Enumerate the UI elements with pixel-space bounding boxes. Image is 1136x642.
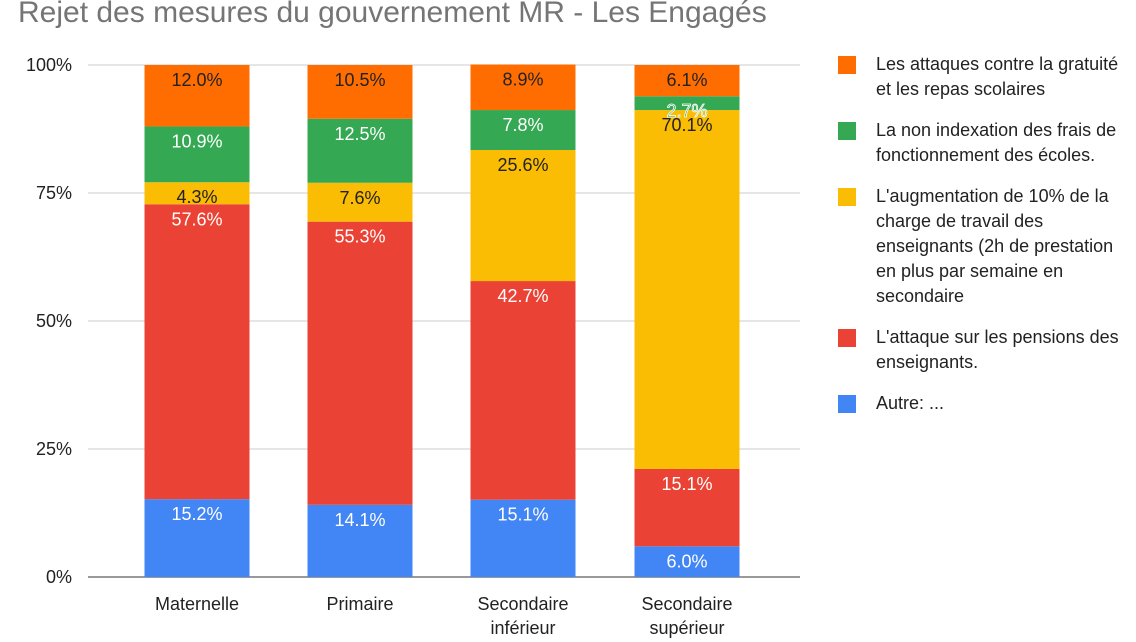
- value-label: 15.1%: [661, 474, 712, 494]
- bar-segment: [144, 65, 250, 127]
- value-label: 42.7%: [497, 286, 548, 306]
- value-label: 15.1%: [497, 505, 548, 525]
- chart-title: Rejet des mesures du gouvernement MR - L…: [18, 0, 767, 29]
- legend-swatch: [838, 329, 856, 347]
- value-label: 12.5%: [334, 124, 385, 144]
- y-tick-label: 50%: [36, 311, 72, 331]
- y-tick-label: 75%: [36, 183, 72, 203]
- legend-swatch: [838, 122, 856, 140]
- value-label: 12.0%: [171, 70, 222, 90]
- legend-label: Autre: ...: [876, 393, 945, 413]
- legend-item: Les attaques contre la gratuité et les r…: [838, 52, 1128, 102]
- legend: Les attaques contre la gratuité et les r…: [838, 52, 1128, 432]
- x-tick-label: Primaire: [326, 594, 394, 614]
- bar-segment: [634, 546, 740, 577]
- bar-segment: [470, 281, 576, 500]
- value-label: 14.1%: [334, 510, 385, 530]
- legend-item: L'attaque sur les pensions des enseignan…: [838, 325, 1128, 375]
- legend-item: L'augmentation de 10% de la charge de tr…: [838, 184, 1128, 309]
- bar-segment: [634, 96, 740, 111]
- legend-swatch: [838, 395, 856, 413]
- bar-segment: [470, 110, 576, 150]
- bar-segment: [144, 182, 250, 205]
- x-tick-label: Secondaire supérieur: [641, 594, 733, 638]
- legend-item: La non indexation des frais de fonctionn…: [838, 118, 1128, 168]
- value-label: 4.3%: [176, 187, 217, 207]
- legend-label: L'augmentation de 10% de la charge de tr…: [876, 186, 1114, 306]
- bar-segment: [634, 110, 740, 469]
- value-label: 57.6%: [171, 209, 222, 229]
- bar-segment: [470, 499, 576, 577]
- legend-label: Les attaques contre la gratuité et les r…: [876, 54, 1119, 99]
- x-tick-label: Secondaire inférieur: [477, 594, 569, 638]
- bar-segment: [307, 182, 413, 222]
- bar-segment: [634, 65, 740, 97]
- value-label: 15.2%: [171, 504, 222, 524]
- legend-swatch: [838, 188, 856, 206]
- legend-item: Autre: ...: [838, 391, 1128, 416]
- bar-segment: [307, 221, 413, 505]
- x-tick-label: Maternelle: [154, 594, 240, 614]
- value-label: 10.9%: [171, 131, 222, 151]
- bar-segment: [307, 504, 413, 577]
- bar-segment: [634, 468, 740, 547]
- value-label: 55.3%: [334, 227, 385, 247]
- bar-segment: [307, 65, 413, 119]
- legend-label: La non indexation des frais de fonctionn…: [876, 120, 1117, 165]
- value-label: 25.6%: [497, 155, 548, 175]
- value-label: 6.1%: [666, 70, 707, 90]
- bar-segment: [144, 499, 250, 577]
- legend-swatch: [838, 56, 856, 74]
- value-label: 7.8%: [502, 115, 543, 135]
- legend-label: L'attaque sur les pensions des enseignan…: [876, 327, 1119, 372]
- bar-segment: [470, 149, 576, 282]
- bar-segment: [144, 204, 250, 500]
- bar-segment: [470, 64, 576, 111]
- value-label: 8.9%: [502, 69, 543, 89]
- y-tick-label: 25%: [36, 439, 72, 459]
- value-label: 70.1%: [661, 115, 712, 135]
- bar-segment: [144, 126, 250, 183]
- value-label: 10.5%: [334, 70, 385, 90]
- value-label: 7.6%: [339, 188, 380, 208]
- bar-segment: [307, 118, 413, 183]
- value-label: 2.7%: [666, 101, 707, 121]
- value-label: 6.0%: [666, 551, 707, 571]
- y-tick-label: 0%: [46, 567, 72, 587]
- y-tick-label: 100%: [26, 55, 72, 75]
